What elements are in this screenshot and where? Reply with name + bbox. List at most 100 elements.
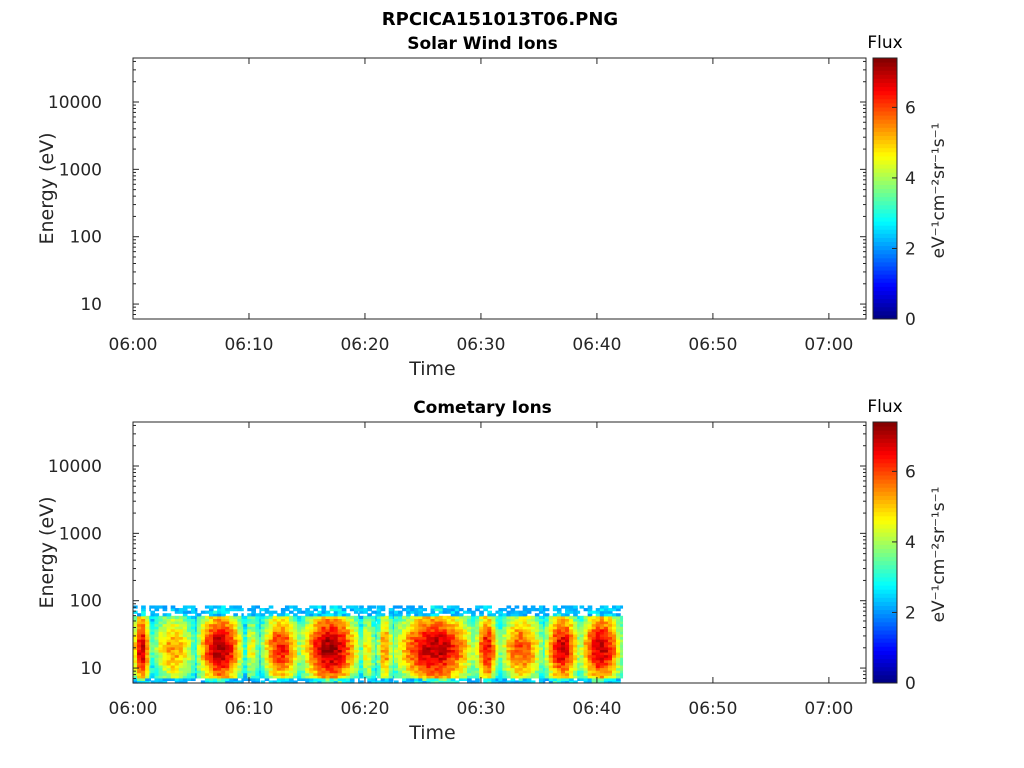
flux-cell	[241, 620, 244, 625]
flux-cell	[526, 644, 532, 648]
flux-cell	[620, 646, 624, 650]
flux-cell	[462, 657, 468, 661]
flux-cell	[178, 646, 184, 650]
flux-cell	[196, 659, 202, 663]
flux-cell	[264, 675, 270, 679]
flux-cell	[158, 649, 164, 653]
flux-cell	[301, 667, 306, 671]
flux-cell	[560, 654, 566, 658]
flux-cell	[510, 672, 516, 676]
flux-cell	[371, 677, 376, 682]
flux-cell	[280, 644, 286, 648]
flux-cell	[186, 651, 192, 656]
x-tick-label: 06:40	[572, 699, 621, 719]
flux-cell	[150, 644, 156, 648]
flux-cell	[358, 613, 360, 617]
flux-cell	[276, 677, 282, 682]
flux-cell	[526, 659, 532, 663]
flux-cell	[321, 657, 327, 661]
flux-cell	[358, 636, 360, 640]
flux-cell	[297, 608, 302, 612]
flux-cell	[301, 626, 306, 630]
flux-cell	[462, 618, 468, 622]
flux-cell	[587, 613, 593, 617]
flux-cell	[251, 646, 256, 650]
flux-cell	[534, 662, 540, 666]
flux-cell	[280, 631, 286, 635]
flux-cell	[233, 675, 238, 679]
flux-cell	[560, 615, 566, 619]
flux-cell	[471, 636, 476, 640]
flux-cell	[333, 675, 339, 679]
flux-cell	[186, 623, 192, 627]
colorbar-step	[873, 536, 897, 541]
flux-cell	[162, 680, 168, 684]
flux-cell	[337, 664, 343, 669]
flux-cell	[530, 623, 536, 627]
flux-cell	[170, 649, 176, 653]
flux-cell	[380, 618, 386, 622]
flux-cell	[388, 649, 394, 653]
flux-cell	[526, 618, 532, 622]
flux-cell	[495, 644, 499, 648]
flux-cell	[380, 657, 386, 661]
flux-cell	[247, 672, 252, 676]
flux-cell	[542, 605, 546, 609]
flux-cell	[359, 610, 364, 614]
flux-cell	[538, 639, 544, 643]
flux-cell	[393, 644, 399, 648]
flux-cell	[410, 636, 415, 640]
flux-cell	[475, 608, 480, 612]
flux-cell	[154, 628, 160, 632]
flux-cell	[208, 651, 214, 656]
flux-cell	[450, 680, 456, 684]
flux-cell	[150, 618, 156, 622]
flux-cell	[243, 626, 248, 630]
flux-cell	[552, 672, 558, 676]
flux-cell	[337, 608, 343, 612]
flux-cell	[363, 618, 368, 622]
flux-cell	[393, 649, 399, 653]
flux-cell	[573, 623, 578, 627]
flux-cell	[186, 646, 192, 650]
flux-cell	[301, 618, 306, 622]
flux-cell	[217, 672, 222, 676]
flux-cell	[556, 659, 562, 663]
flux-cell	[251, 662, 256, 666]
flux-cell	[462, 631, 468, 635]
flux-cell	[569, 608, 574, 612]
flux-cell	[367, 646, 372, 650]
flux-cell	[333, 613, 339, 617]
flux-cell	[154, 680, 160, 684]
flux-cell	[260, 618, 266, 622]
flux-cell	[587, 646, 593, 650]
flux-cell	[195, 633, 198, 638]
flux-cell	[595, 633, 601, 638]
flux-cell	[534, 649, 540, 653]
flux-cell	[178, 628, 184, 632]
flux-cell	[603, 644, 609, 648]
flux-cell	[196, 631, 202, 635]
flux-cell	[297, 644, 302, 648]
flux-cell	[325, 639, 331, 643]
flux-cell	[498, 654, 503, 658]
flux-cell	[491, 662, 497, 666]
flux-cell	[560, 639, 566, 643]
flux-cell	[565, 620, 570, 625]
flux-cell	[213, 615, 218, 619]
flux-cell	[534, 639, 540, 643]
flux-cell	[329, 623, 335, 627]
colorbar-step	[873, 233, 897, 238]
flux-cell	[530, 620, 536, 625]
flux-cell	[430, 667, 436, 671]
flux-cell	[317, 677, 323, 682]
flux-cell	[195, 664, 198, 669]
flux-cell	[506, 641, 512, 645]
flux-cell	[583, 644, 589, 648]
flux-cell	[402, 631, 407, 635]
flux-cell	[345, 677, 351, 682]
flux-cell	[321, 675, 327, 679]
flux-cell	[367, 677, 372, 682]
flux-cell	[313, 608, 319, 612]
